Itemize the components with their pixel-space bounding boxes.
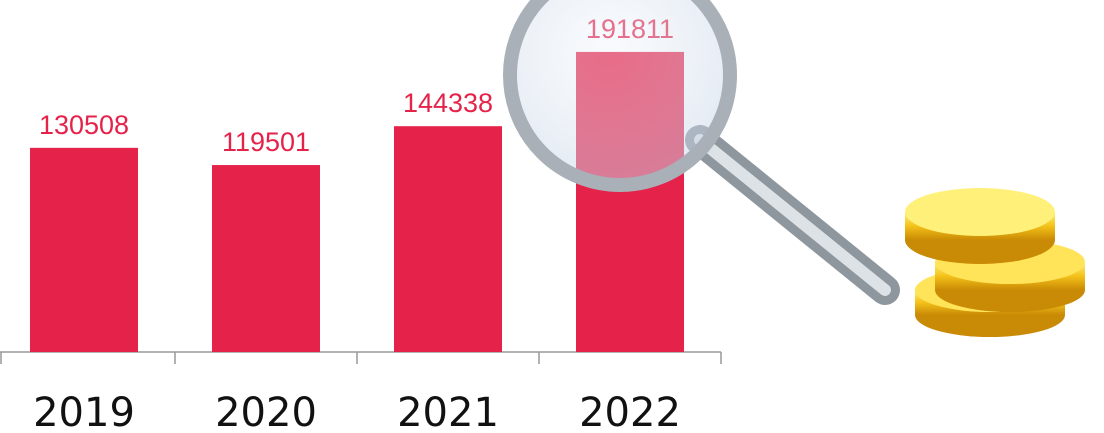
- magnifier-illustration: [510, 0, 885, 290]
- x-tick-label: 2020: [215, 390, 317, 433]
- page: 1305082019119501202014433820211918112022…: [0, 0, 1104, 433]
- bar: [30, 148, 138, 352]
- value-label: 130508: [39, 110, 129, 140]
- x-tick-label: 2019: [33, 390, 135, 433]
- value-label: 144338: [403, 88, 493, 118]
- bar: [394, 126, 502, 352]
- x-tick-label: 2022: [579, 390, 681, 433]
- bar: [212, 165, 320, 352]
- x-tick-label: 2021: [397, 390, 499, 433]
- chart: 1305082019119501202014433820211918112022: [0, 0, 1104, 433]
- value-label: 119501: [222, 127, 310, 157]
- coins-illustration: [905, 188, 1085, 337]
